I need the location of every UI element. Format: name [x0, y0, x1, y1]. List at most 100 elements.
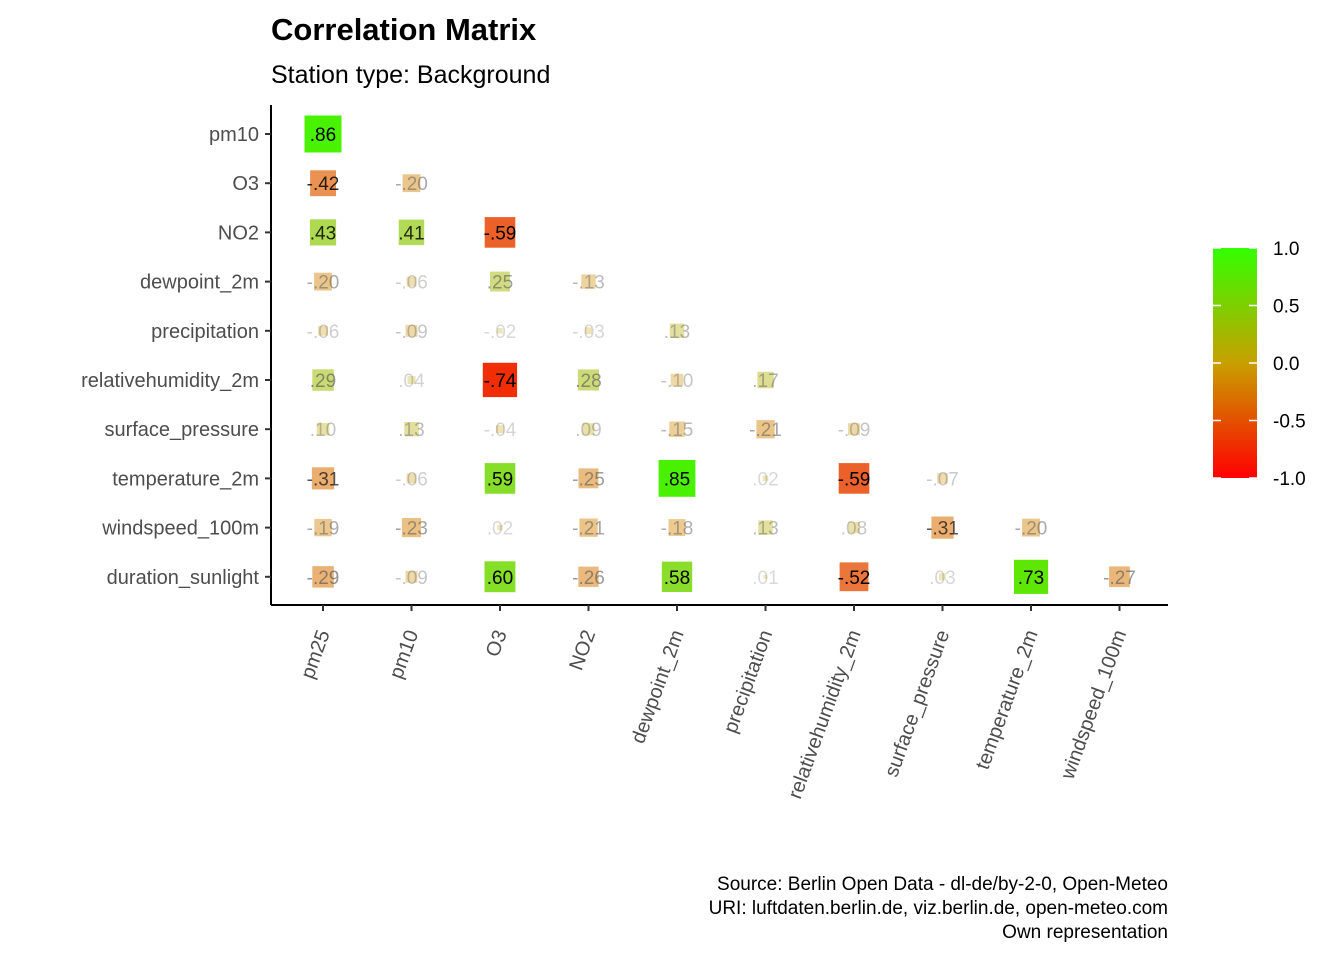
caption-line: Source: Berlin Open Data - dl-de/by-2-0,… — [717, 874, 1168, 895]
y-tick-label: windspeed_100m — [101, 518, 259, 540]
x-tick-label: precipitation — [720, 627, 778, 736]
heatmap-cell — [582, 423, 595, 436]
cell-value-label: .58 — [664, 568, 690, 589]
cell-value-label: -.27 — [1103, 568, 1136, 589]
heatmap-cell — [1014, 559, 1049, 594]
heatmap-cell — [758, 520, 773, 535]
y-tick-label: dewpoint_2m — [140, 272, 259, 294]
cell-value-label: .13 — [398, 420, 424, 441]
cell-value-label: .08 — [841, 519, 867, 540]
legend-tick-label: 1.0 — [1273, 239, 1299, 260]
heatmap-cell — [482, 362, 518, 398]
heatmap-cell — [405, 324, 418, 337]
heatmap-cell — [668, 519, 686, 536]
cell-value-label: .04 — [398, 371, 425, 392]
caption: Source: Berlin Open Data - dl-de/by-2-0,… — [709, 874, 1168, 943]
x-tick-label: pm10 — [385, 627, 423, 682]
cell-value-label: -.21 — [749, 420, 782, 441]
heatmap-cell — [579, 518, 598, 537]
cell-value-label: -.25 — [572, 469, 605, 490]
cell-value-label: .25 — [487, 273, 513, 294]
heatmap-cell — [407, 376, 416, 384]
cell-value-label: .60 — [487, 568, 513, 589]
cell-value-label: -.04 — [484, 420, 517, 441]
cell-value-label: .85 — [664, 469, 690, 490]
cell-value-label: -.06 — [395, 469, 428, 490]
cell-value-label: -.23 — [395, 519, 428, 540]
heatmap-cell — [762, 475, 769, 482]
y-tick-label: relativehumidity_2m — [81, 370, 259, 392]
x-tick-label: surface_pressure — [881, 627, 955, 780]
cell-value-label: -.09 — [838, 420, 871, 441]
heatmap-cell — [669, 323, 685, 338]
x-tick-label: NO2 — [565, 627, 600, 673]
heatmap-cell — [578, 468, 599, 489]
heatmap-cell — [490, 271, 510, 292]
cell-value-label: .41 — [398, 223, 424, 244]
cell-value-label: .73 — [1018, 568, 1044, 589]
heatmap-cell — [669, 421, 685, 437]
cell-value-label: .86 — [310, 125, 336, 146]
x-tick-label: O3 — [482, 627, 512, 660]
heatmap-cell — [577, 369, 599, 391]
heatmap-cell — [312, 369, 334, 391]
heatmap-cell — [398, 219, 425, 246]
cell-value-label: -.20 — [1015, 519, 1048, 540]
cell-value-label: -.42 — [307, 174, 340, 195]
cell-value-label: -.52 — [838, 568, 871, 589]
cell-value-label: .13 — [664, 322, 690, 343]
heatmap-cell — [838, 463, 870, 494]
heatmap-cell — [661, 561, 693, 592]
heatmap-cell — [314, 518, 332, 537]
chart-subtitle: Station type: Background — [271, 61, 550, 89]
legend-tick-label: 0.5 — [1273, 297, 1299, 318]
heatmap-cell — [401, 518, 421, 538]
heatmap-cell — [484, 463, 516, 494]
heatmap-cell — [578, 566, 599, 587]
heatmap-cell — [497, 524, 503, 531]
heatmap-cell — [496, 425, 504, 434]
chart-title: Correlation Matrix — [271, 12, 537, 47]
heatmap-cell — [497, 328, 503, 334]
legend-tick-label: -1.0 — [1273, 469, 1306, 490]
y-tick-label: O3 — [232, 173, 259, 195]
cell-value-label: .01 — [752, 568, 778, 589]
cell-value-label: .02 — [752, 469, 778, 490]
cell-value-label: .59 — [487, 469, 513, 490]
y-tick-label: precipitation — [151, 321, 259, 343]
y-tick-label: temperature_2m — [112, 468, 259, 490]
cell-value-label: -.15 — [661, 420, 694, 441]
y-tick-label: duration_sunlight — [107, 567, 260, 589]
heatmap-cell — [1109, 566, 1130, 588]
cell-value-label: -.13 — [572, 273, 605, 294]
heatmap-cell — [848, 423, 860, 436]
x-tick-label: relativehumidity_2m — [784, 627, 866, 802]
cell-value-label: -.26 — [572, 568, 605, 589]
heatmap-cell — [406, 276, 417, 287]
heatmap-cell — [670, 373, 684, 387]
heatmap-cell — [1022, 518, 1040, 537]
caption-line: URI: luftdaten.berlin.de, viz.berlin.de,… — [709, 898, 1168, 919]
heatmap-cell — [402, 174, 421, 193]
cell-value-label: -.09 — [395, 568, 428, 589]
cell-value-label: .29 — [310, 371, 336, 392]
heatmap-cell — [309, 219, 337, 246]
cell-value-label: -.31 — [307, 469, 340, 490]
heatmap-cell — [311, 467, 335, 490]
cell-value-label: -.59 — [838, 469, 871, 490]
heatmap-cell — [585, 327, 592, 335]
cell-value-label: -.20 — [395, 174, 428, 195]
axes: pm10O3NO2dewpoint_2mprecipitationrelativ… — [81, 105, 1168, 802]
heatmap-cell — [318, 325, 328, 336]
heatmap-cells: .86 -.42 -.20 .43 .41 -.59 -.20 -.06 .25 -.13 -.06… — [304, 115, 1136, 594]
x-tick-label: dewpoint_2m — [627, 627, 688, 746]
cell-value-label: -.02 — [484, 322, 517, 343]
cell-value-label: -.59 — [484, 223, 517, 244]
heatmap-cell — [848, 522, 860, 534]
legend-tick-label: -0.5 — [1273, 412, 1306, 433]
cell-value-label: -.18 — [661, 519, 694, 540]
heatmap-cell — [310, 170, 336, 197]
cell-value-label: .02 — [487, 519, 513, 540]
x-tick-label: temperature_2m — [972, 627, 1043, 772]
